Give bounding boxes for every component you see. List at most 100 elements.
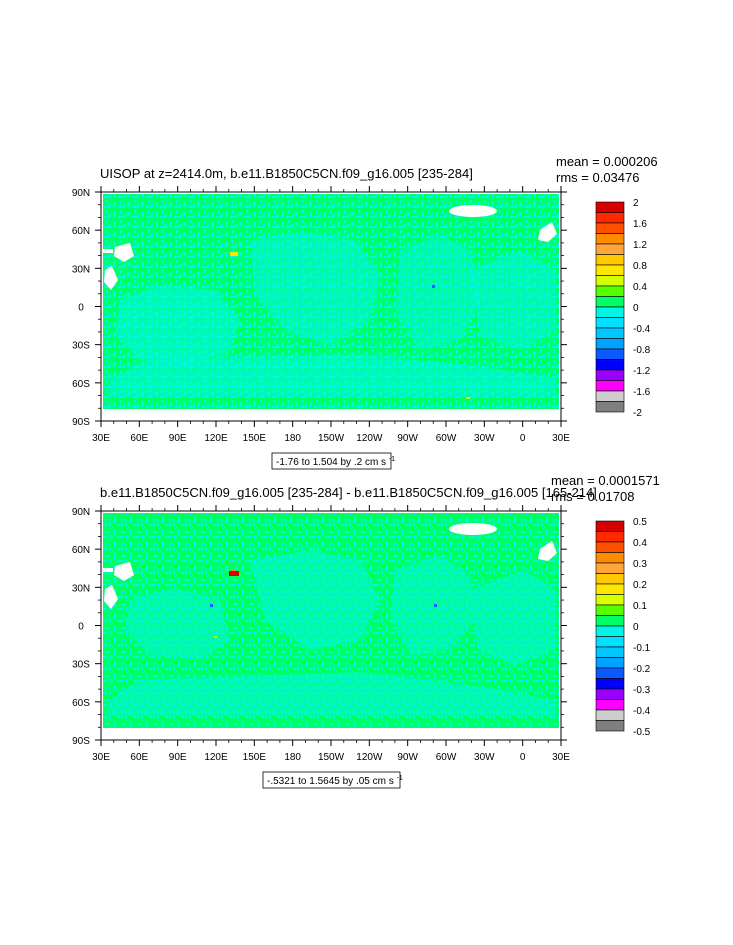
panel-2-colorbar-box: [595, 531, 625, 543]
panel-1-colorbar-box: [595, 359, 625, 371]
panel-1-x-tick-label: 30E: [92, 433, 110, 444]
panel-1-colorbar-label: -0.4: [633, 324, 651, 335]
panel-1-colorbar-box: [595, 264, 625, 276]
panel-2-colorbar-label: 0.3: [633, 559, 647, 570]
panel-1-x-tick-label: 90W: [397, 433, 418, 444]
panel-2-rms: rms = 0.01708: [551, 489, 634, 504]
panel-1-colorbar-box: [595, 285, 625, 297]
panel-1-colorbar-box: [595, 201, 625, 213]
panel-1-x-tick-label: 150W: [318, 433, 345, 444]
panel-2-colorbar-label: -0.3: [633, 685, 651, 696]
panel-2-colorbar-label: 0: [633, 622, 639, 633]
panel-2-y-tick-label: 30N: [72, 583, 90, 594]
panel-1-colorbar-label: -1.6: [633, 387, 651, 398]
panel-2-colorbar-box: [595, 636, 625, 648]
panel-1-colorbar-box: [595, 338, 625, 350]
panel-2-colorbar-box: [595, 678, 625, 690]
panel-2-colorbar: 0.5 0.4 0.3 0.2 0.1 0 -0.1 -0.2 -0.3 -0.4 -0.5: [595, 517, 651, 738]
panel-2-x-tick-label: 150E: [243, 752, 267, 763]
panel-1-colorbar-box: [595, 327, 625, 339]
panel-2-x-tick-label: 0: [520, 752, 526, 763]
panel-1-colorbar-box: [595, 243, 625, 255]
panel-2-x-tick-label: 60W: [436, 752, 457, 763]
panel-1-x-tick-label: 150E: [243, 433, 267, 444]
panel-1-colorbar-label: 0.4: [633, 282, 647, 293]
panel-2-colorbar-label: -0.1: [633, 643, 651, 654]
panel-1-colorbar: 2 1.6 1.2 0.8 0.4 0 -0.4 -0.8 -1.2 -1.6 -2: [595, 198, 651, 419]
panel-2-x-tick-label: 90E: [169, 752, 187, 763]
panel-1-x-tick-label: 30W: [474, 433, 495, 444]
panel-1-colorbar-label: 1.2: [633, 240, 647, 251]
panel-1-colorbar-box: [595, 401, 625, 413]
panel-2-y-tick-label: 90N: [72, 507, 90, 518]
panel-1-axes: 30E 60E 90E 120E 150E 180 150W 120W 90W 60W 30W 0 30…: [72, 186, 570, 444]
panel-1-y-tick-label: 60S: [72, 379, 90, 390]
panel-1-colorbar-label: 2: [633, 198, 639, 209]
panel-1-x-tick-label: 30E: [552, 433, 570, 444]
panel-1-colorbar-box: [595, 306, 625, 318]
panel-1-x-tick-label: 90E: [169, 433, 187, 444]
panel-2-colorbar-label: 0.2: [633, 580, 647, 591]
panel-2-x-tick-label: 30E: [552, 752, 570, 763]
panel-2-colorbar-label: -0.5: [633, 727, 651, 738]
panel-1-range-text: -1.76 to 1.504 by .2 cm s: [276, 457, 386, 468]
panel-2-y-tick-label: 60S: [72, 698, 90, 709]
panel-2-range-sup: -1: [397, 775, 403, 782]
panel-1-y-tick-label: 90S: [72, 417, 90, 428]
panel-2-title: b.e11.B1850C5CN.f09_g16.005 [235-284] - …: [100, 485, 597, 500]
panel-1: UISOP at z=2414.0m, b.e11.B1850C5CN.f09_…: [72, 154, 658, 470]
panel-1-x-tick-label: 60E: [130, 433, 148, 444]
panel-1-colorbar-label: 0: [633, 303, 639, 314]
panel-1-colorbar-box: [595, 317, 625, 329]
panel-2-range-label: -.5321 to 1.5645 by .05 cm s -1: [262, 771, 403, 789]
panel-1-colorbar-label: 1.6: [633, 219, 647, 230]
panel-1-colorbar-box: [595, 233, 625, 245]
panel-2-colorbar-box: [595, 615, 625, 627]
panel-1-x-tick-label: 120W: [356, 433, 383, 444]
panel-1-x-tick-label: 180: [284, 433, 301, 444]
panel-2-x-tick-label: 90W: [397, 752, 418, 763]
panel-2-colorbar-box: [595, 625, 625, 637]
panel-2-map: [101, 511, 561, 740]
panel-1-colorbar-box: [595, 380, 625, 392]
panel-1-y-tick-label: 30N: [72, 264, 90, 275]
panel-2-colorbar-box: [595, 709, 625, 721]
panel-2-colorbar-box: [595, 562, 625, 574]
panel-2-x-tick-label: 30E: [92, 752, 110, 763]
panel-2-x-tick-label: 180: [284, 752, 301, 763]
panel-1-colorbar-label: -1.2: [633, 366, 651, 377]
panel-2-colorbar-label: -0.2: [633, 664, 651, 675]
panel-1-colorbar-label: 0.8: [633, 261, 647, 272]
panel-1-y-tick-label: 60N: [72, 226, 90, 237]
panel-2-colorbar-box: [595, 583, 625, 595]
panel-2-colorbar-label: -0.4: [633, 706, 651, 717]
panel-2-colorbar-box: [595, 541, 625, 553]
panel-1-y-tick-label: 0: [78, 303, 84, 314]
panel-1-colorbar-box: [595, 275, 625, 287]
panel-1-title: UISOP at z=2414.0m, b.e11.B1850C5CN.f09_…: [100, 166, 473, 181]
panel-1-y-tick-label: 30S: [72, 341, 90, 352]
panel-1-range-sup: -1: [389, 456, 395, 463]
panel-2-y-tick-label: 0: [78, 622, 84, 633]
panel-2-x-tick-label: 120W: [356, 752, 383, 763]
svg-text:-.5321 to 1.5645 by .05 cm s: -.5321 to 1.5645 by .05 cm s -1: [267, 775, 403, 787]
panel-1-x-tick-label: 60W: [436, 433, 457, 444]
panel-2-colorbar-box: [595, 699, 625, 711]
svg-text:-1.76 to 1.504 by .2 cm s: -1.76 to 1.504 by .2 cm s -1: [276, 456, 395, 468]
panel-1-y-tick-label: 90N: [72, 188, 90, 199]
panel-2-colorbar-box: [595, 520, 625, 532]
panel-2-colorbar-box: [595, 720, 625, 732]
panel-1-colorbar-label: -0.8: [633, 345, 651, 356]
panel-2: b.e11.B1850C5CN.f09_g16.005 [235-284] - …: [72, 473, 660, 789]
panel-2-colorbar-label: 0.4: [633, 538, 647, 549]
panel-2-colorbar-box: [595, 667, 625, 679]
panel-2-x-tick-label: 30W: [474, 752, 495, 763]
panel-1-colorbar-box: [595, 222, 625, 234]
panel-2-y-tick-label: 60N: [72, 545, 90, 556]
panel-2-colorbar-box: [595, 604, 625, 616]
panel-1-colorbar-box: [595, 296, 625, 308]
panel-1-map: [101, 192, 561, 421]
panel-2-x-tick-label: 120E: [204, 752, 228, 763]
panel-1-colorbar-label: -2: [633, 408, 642, 419]
panel-1-x-tick-label: 0: [520, 433, 526, 444]
